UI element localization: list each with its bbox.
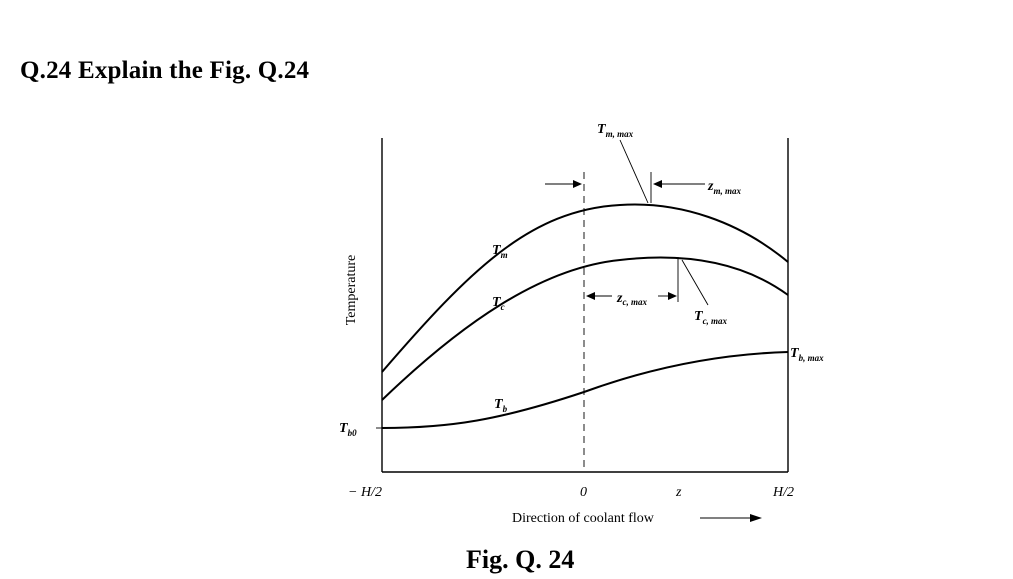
tm-max-leader — [619, 139, 649, 204]
zc-arrow-left-head — [586, 292, 595, 300]
zc-max-annotation: zc, max — [616, 291, 647, 307]
tm-max-annotation: Tm, max — [597, 122, 634, 139]
tb-max-annotation: Tb, max — [790, 346, 824, 363]
question-heading: Q.24 Explain the Fig. Q.24 — [20, 57, 310, 84]
tc-label: Tc — [492, 295, 505, 312]
tc-curve — [381, 256, 789, 401]
tc-max-annotation: Tc, max — [694, 309, 728, 326]
zm-max-annotation: zm, max — [707, 179, 741, 196]
zm-arrow-left-head — [573, 180, 582, 188]
flow-direction-arrow-head — [750, 514, 762, 522]
tb-curve — [381, 351, 789, 429]
tb0-annotation: Tb0 — [339, 421, 357, 438]
x-axis-label: Direction of coolant flow — [512, 511, 655, 526]
x-tick-zero: 0 — [580, 485, 587, 500]
x-tick-minus-h2: − H/2 — [348, 485, 382, 500]
tc-max-leader — [681, 259, 709, 306]
y-axis-label: Temperature — [344, 255, 359, 326]
zc-arrow-right-head — [668, 292, 677, 300]
zm-arrow-right-head — [653, 180, 662, 188]
figure-caption: Fig. Q. 24 — [466, 545, 575, 574]
tm-curve — [381, 203, 789, 373]
tm-label: Tm — [492, 243, 508, 260]
x-tick-z: z — [675, 485, 682, 500]
tb-label: Tb — [494, 397, 508, 414]
x-tick-h2: H/2 — [772, 485, 794, 500]
